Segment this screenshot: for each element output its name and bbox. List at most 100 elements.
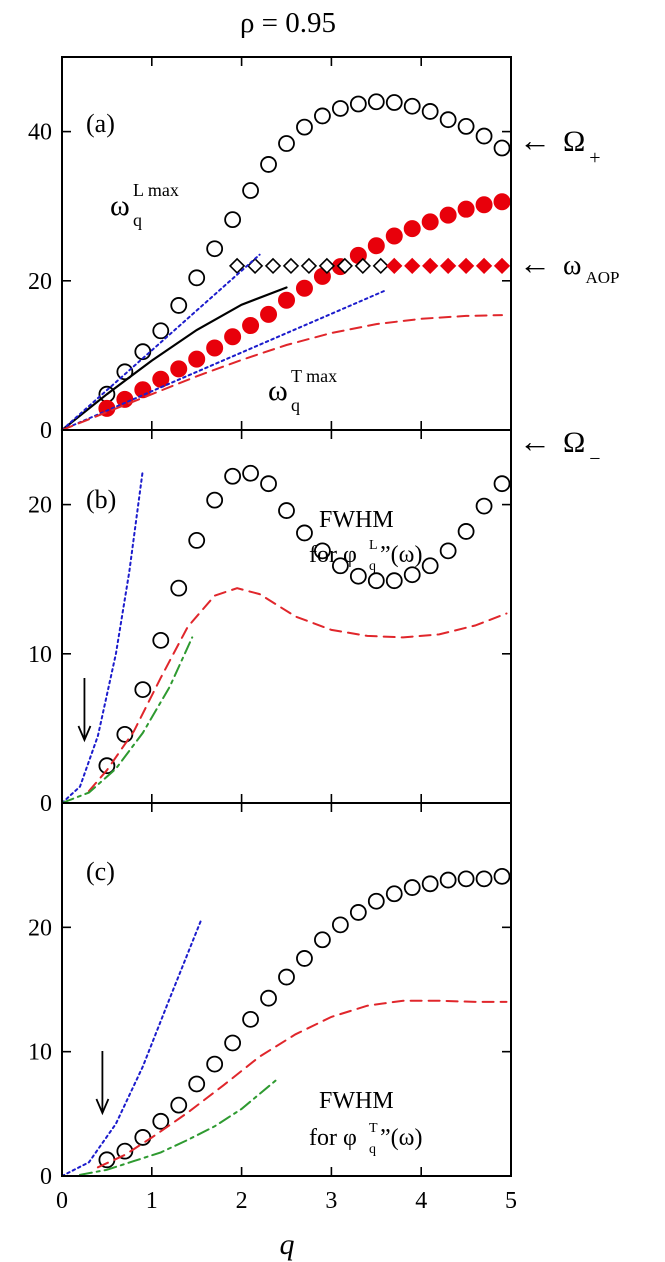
point-omega-plus-open-circles-15: [367, 93, 385, 111]
series-omega-l-linear-dotted: [61, 253, 261, 431]
point-fwhm-l-open-circles-2: [134, 681, 152, 699]
point-fwhm-t-open-circles-15: [367, 892, 385, 910]
panel-c-plot: [61, 867, 511, 1177]
omega-t-max-symbol: ω: [268, 374, 288, 407]
point-fwhm-l-open-circles-8: [242, 464, 259, 482]
point-fwhm-l-open-circles-11: [296, 524, 313, 542]
omega-t-max-label: ω T max q: [268, 366, 337, 415]
point-fwhm-l-open-circles-16: [385, 572, 403, 590]
panel-c-phi-symbol: φ: [343, 1125, 357, 1151]
panel-c-down-arrow: [95, 1051, 110, 1116]
y-tick-label-20: 20: [28, 915, 52, 941]
point-omega-plus-open-circles-20: [457, 117, 475, 135]
point-omega-plus-open-circles-5: [188, 269, 206, 287]
point-omega-plus-open-circles-7: [224, 211, 242, 229]
omega-t-max-sub: q: [291, 395, 300, 415]
point-omega-aop-open-diamonds-4: [300, 257, 318, 275]
point-omega-minus-filled-circles-6: [206, 339, 224, 357]
panel-c: 0 1 2 3 4 5 0 10 20 (c) FWHM for φ T q ”(ω): [28, 802, 517, 1214]
x-tick-label-3: 3: [325, 1188, 337, 1214]
point-omega-minus-filled-circles-7: [224, 328, 242, 346]
omega-minus-label: ← Ω −: [519, 423, 601, 470]
point-fwhm-t-open-circles-8: [242, 1010, 259, 1028]
point-omega-aop-filled-diamonds-6: [493, 257, 511, 275]
y-tick-label-0: 0: [40, 1164, 52, 1190]
omega-plus-label: ← Ω +: [519, 122, 601, 169]
y-tick-label-0: 0: [40, 791, 52, 817]
point-fwhm-t-open-circles-22: [493, 867, 511, 885]
panel-c-phi-sup: T: [369, 1121, 378, 1136]
point-omega-aop-open-diamonds-8: [372, 257, 389, 275]
point-fwhm-t-open-circles-21: [475, 870, 493, 888]
point-omega-plus-open-circles-16: [385, 94, 403, 111]
omega-l-max-label: ω L max q: [110, 180, 179, 230]
panel-b-phi-suffix: ”(ω): [380, 542, 422, 568]
point-fwhm-t-open-circles-12: [314, 931, 331, 949]
panel-c-fwhm-line2: for φ: [309, 1125, 357, 1151]
panel-b-axes: 0 10 20: [28, 430, 511, 817]
point-fwhm-l-open-circles-20: [457, 523, 475, 540]
panel-b-fwhm-line2: for φ: [309, 542, 357, 568]
point-fwhm-l-open-circles-3: [152, 631, 170, 649]
x-tick-label-5: 5: [505, 1188, 517, 1214]
point-omega-aop-open-diamonds-2: [264, 257, 282, 275]
point-omega-minus-filled-circles-18: [421, 213, 439, 231]
panel-b-plot: [61, 464, 511, 804]
point-omega-minus-filled-circles-21: [475, 196, 493, 214]
point-fwhm-l-open-circles-4: [170, 579, 188, 597]
panel-b-phi-sub: q: [369, 559, 376, 574]
x-tick-label-2: 2: [236, 1188, 248, 1214]
point-fwhm-t-open-circles-3: [152, 1112, 170, 1130]
point-fwhm-t-open-circles-18: [421, 875, 439, 893]
omega-aop-label: ← ω AOP: [519, 245, 619, 287]
point-fwhm-t-open-circles-4: [170, 1096, 188, 1114]
point-omega-plus-open-circles-11: [296, 118, 313, 136]
point-omega-minus-filled-circles-5: [188, 350, 206, 368]
point-omega-minus-filled-circles-11: [295, 279, 313, 297]
panel-a-axes: 0 20 40: [28, 57, 511, 444]
panel-b-label: (b): [86, 485, 116, 514]
point-fwhm-l-open-circles-7: [224, 467, 242, 485]
series-fwhm-l-dotted-blue: [61, 469, 144, 804]
point-fwhm-t-open-circles-14: [349, 904, 367, 921]
point-fwhm-l-open-circles-17: [403, 566, 421, 584]
point-fwhm-l-open-circles-0: [98, 757, 116, 775]
series-omega-t-max-dashed: [61, 314, 503, 431]
point-fwhm-l-open-circles-22: [493, 475, 511, 493]
panel-c-fwhm-line1: FWHM: [319, 1088, 394, 1114]
series-fwhm-t-dashed-red: [96, 999, 508, 1169]
point-omega-plus-open-circles-17: [403, 97, 421, 115]
point-omega-plus-open-circles-22: [493, 139, 511, 157]
panel-c-for-word: for: [309, 1125, 343, 1151]
down-arrow-head: [95, 1098, 110, 1116]
point-fwhm-l-open-circles-14: [349, 567, 367, 585]
point-omega-minus-filled-circles-10: [278, 291, 295, 309]
point-omega-plus-open-circles-10: [278, 135, 295, 152]
point-omega-aop-filled-diamonds-5: [475, 257, 493, 275]
point-omega-plus-open-circles-14: [349, 95, 367, 113]
point-fwhm-l-open-circles-21: [475, 497, 493, 515]
series-omega-l-max-solid: [60, 286, 288, 432]
point-omega-minus-filled-circles-20: [457, 200, 475, 218]
point-omega-plus-open-circles-4: [170, 297, 188, 314]
point-fwhm-l-open-circles-9: [260, 475, 277, 493]
point-fwhm-t-open-circles-10: [278, 968, 295, 986]
point-omega-minus-filled-circles-19: [439, 206, 457, 224]
point-fwhm-l-open-circles-15: [367, 572, 385, 590]
point-fwhm-t-open-circles-16: [385, 885, 403, 903]
panel-b-for-word: for: [309, 542, 343, 568]
point-omega-aop-filled-diamonds-4: [457, 257, 475, 275]
point-omega-plus-open-circles-1: [116, 363, 134, 381]
point-omega-minus-filled-circles-22: [493, 193, 511, 211]
series-omega-t-linear-dotted: [61, 289, 387, 431]
point-fwhm-t-open-circles-11: [296, 950, 313, 967]
point-fwhm-t-open-circles-5: [188, 1075, 206, 1093]
point-fwhm-t-open-circles-6: [206, 1055, 224, 1073]
point-fwhm-l-open-circles-5: [188, 532, 206, 549]
x-tick-label-0: 0: [56, 1188, 68, 1214]
y-tick-label-20: 20: [28, 269, 52, 295]
point-omega-aop-open-diamonds-7: [354, 257, 371, 275]
point-omega-plus-open-circles-6: [206, 240, 224, 258]
